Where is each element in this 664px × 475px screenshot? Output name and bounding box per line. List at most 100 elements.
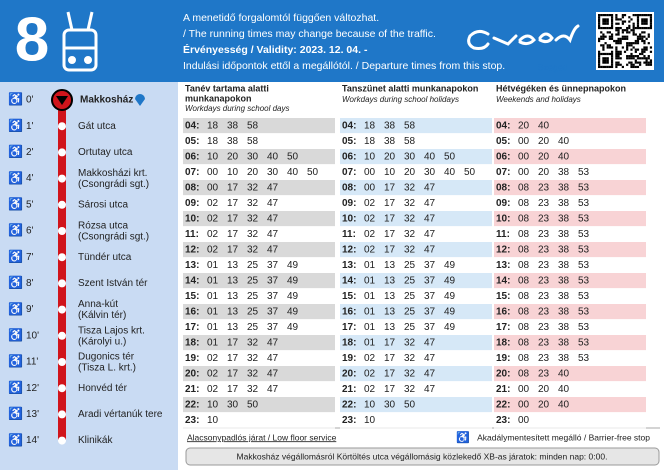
current-arrow <box>56 96 68 105</box>
minute: 01 <box>364 276 376 287</box>
minute: 53 <box>578 276 590 287</box>
minute: 50 <box>464 167 476 178</box>
qr-cell <box>649 61 653 64</box>
stop-time: 8' <box>26 278 34 289</box>
row-band <box>340 118 492 134</box>
qr-cell <box>619 63 622 66</box>
qr-cell <box>610 52 614 56</box>
stop-time: 10' <box>26 330 39 341</box>
minute: 02 <box>207 353 219 364</box>
qr-cell <box>610 33 614 36</box>
minute: 20 <box>518 121 530 132</box>
minute: 38 <box>558 214 570 225</box>
minute: 32 <box>247 198 259 209</box>
row-band <box>183 149 335 165</box>
accessible-icon: ♿ <box>8 249 23 263</box>
qr-pattern <box>598 14 653 69</box>
accessible-icon: ♿ <box>8 328 23 342</box>
qr-cell <box>619 37 622 40</box>
qr-cell <box>621 29 624 32</box>
minute: 32 <box>247 369 259 380</box>
minute: 23 <box>538 276 550 287</box>
minute: 17 <box>227 214 239 225</box>
qr-cell <box>617 63 620 66</box>
hour: 19: <box>496 353 510 364</box>
hour: 21: <box>185 384 199 395</box>
qr-cell <box>602 61 605 64</box>
minute: 38 <box>227 136 239 147</box>
column-subtitle: Workdays during school days <box>185 104 290 113</box>
hour: 22: <box>496 400 510 411</box>
qr-cell <box>606 59 609 62</box>
minute: 38 <box>558 338 570 349</box>
qr-cell <box>610 57 614 60</box>
qr-cell <box>636 37 640 40</box>
qr-cell <box>598 52 601 56</box>
minute: 50 <box>247 400 259 411</box>
row-band <box>494 118 646 134</box>
accessible-icon: ♿ <box>8 223 23 237</box>
qr-cell <box>645 46 648 49</box>
qr-cell <box>649 16 653 19</box>
minute: 10 <box>227 167 239 178</box>
hour: 19: <box>342 353 356 364</box>
qr-cell <box>602 44 605 47</box>
minute: 47 <box>267 214 279 225</box>
qr-cell <box>636 16 640 19</box>
minute: 32 <box>247 353 259 364</box>
qr-cell <box>619 57 622 60</box>
stop-marker <box>58 436 66 445</box>
minute: 23 <box>538 291 550 302</box>
row-band <box>183 335 335 351</box>
qr-cell <box>617 31 620 34</box>
minute: 40 <box>558 152 570 163</box>
minute: 37 <box>267 291 279 302</box>
minute: 49 <box>287 307 299 318</box>
minute: 32 <box>404 245 416 256</box>
qr-cell <box>604 61 607 64</box>
qr-cell <box>600 14 603 17</box>
accessible-icon: ♿ <box>8 171 23 185</box>
minute: 01 <box>364 307 376 318</box>
stop-marker <box>58 200 66 209</box>
qr-cell <box>645 59 648 62</box>
minute: 00 <box>364 183 376 194</box>
minute: 18 <box>364 121 376 132</box>
qr-cell <box>647 35 650 38</box>
minute: 02 <box>364 384 376 395</box>
stop-time: 11' <box>26 357 38 368</box>
row-band <box>340 211 492 227</box>
stop-name: Tündér utca <box>78 252 132 263</box>
accessible-icon: ♿ <box>8 118 23 132</box>
qr-cell <box>617 57 620 60</box>
row-band <box>340 149 492 165</box>
minute: 50 <box>287 152 299 163</box>
minute: 01 <box>207 307 219 318</box>
minute: 47 <box>424 198 436 209</box>
qr-cell <box>645 20 648 23</box>
minute: 20 <box>404 167 416 178</box>
qr-cell <box>606 22 609 25</box>
minute: 02 <box>364 214 376 225</box>
qr-cell <box>608 37 611 40</box>
qr-cell <box>636 26 640 30</box>
minute: 02 <box>207 198 219 209</box>
qr-cell <box>598 18 601 21</box>
hour: 13: <box>185 260 199 271</box>
minute: 17 <box>384 198 396 209</box>
qr-cell <box>645 22 648 25</box>
minute: 32 <box>247 214 259 225</box>
minute: 47 <box>267 369 279 380</box>
qr-cell <box>630 42 633 45</box>
minute: 32 <box>404 369 416 380</box>
qr-cell <box>628 24 631 27</box>
hour: 06: <box>185 152 199 163</box>
minute: 17 <box>384 384 396 395</box>
row-band <box>494 180 646 196</box>
minute: 53 <box>578 198 590 209</box>
hour: 22: <box>342 400 356 411</box>
qr-cell <box>643 26 646 30</box>
minute: 49 <box>287 291 299 302</box>
row-band <box>183 242 335 258</box>
